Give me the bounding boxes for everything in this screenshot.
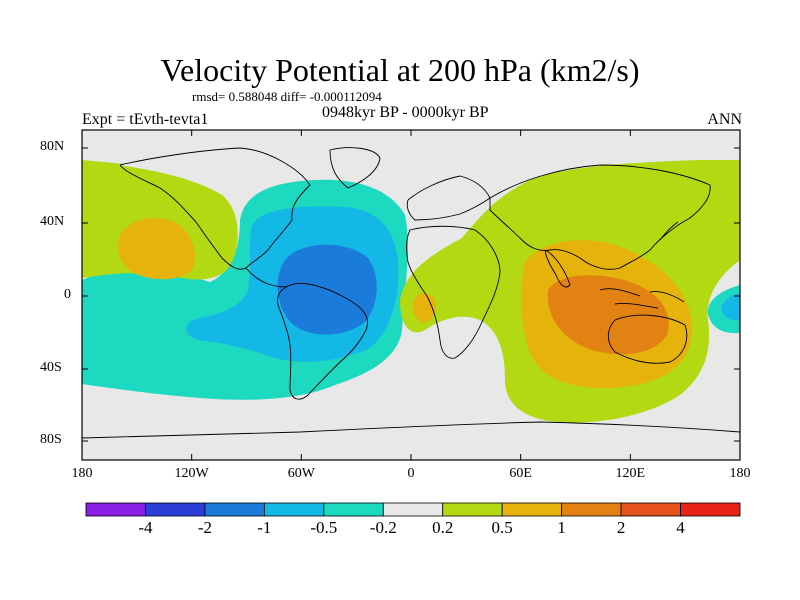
field-gold-region-west xyxy=(118,218,196,280)
colorbar-label: -0.5 xyxy=(310,518,338,537)
colorbar-label: -0.2 xyxy=(369,518,397,537)
coastline-central-america xyxy=(245,267,289,288)
longitude-label: 0 xyxy=(407,466,415,481)
colorbar-swatch xyxy=(204,502,265,517)
coastlines xyxy=(82,147,740,439)
season-label: ANN xyxy=(707,111,742,128)
longitude-label: 180 xyxy=(729,466,751,481)
coastline-greenland xyxy=(329,147,381,189)
latitude-label: 40N xyxy=(40,214,65,229)
plot-title: Velocity Potential at 200 hPa (km2/s) xyxy=(160,52,640,88)
colorbar-swatch xyxy=(382,502,444,517)
coastline-north-america xyxy=(119,147,311,270)
longitude-label: 60E xyxy=(509,466,532,481)
colorbar-swatch xyxy=(263,502,325,517)
field-cyan-edge xyxy=(721,293,740,321)
coastline-japan xyxy=(659,221,679,241)
colorbar-label: 0.5 xyxy=(491,518,513,537)
colorbar-label: -1 xyxy=(257,518,272,537)
colorbar-swatch xyxy=(323,502,384,517)
period-label: 0948kyr BP - 0000kyr BP xyxy=(322,104,489,121)
field-orange-region xyxy=(547,275,669,355)
coastline-europe xyxy=(406,175,491,221)
latitude-label: 0 xyxy=(64,287,71,302)
coastline-antarctica xyxy=(82,421,740,439)
map-field xyxy=(82,130,740,460)
colorbar-swatch xyxy=(561,502,622,517)
coastline-asia xyxy=(489,164,711,270)
colorbar-label: 0.2 xyxy=(432,518,454,537)
coastline-india xyxy=(544,249,571,288)
axis-ticks xyxy=(81,130,741,460)
coastline-africa xyxy=(406,225,501,359)
longitude-label: 120E xyxy=(615,466,646,481)
coastline-south-america xyxy=(277,283,368,400)
longitude-label: 180 xyxy=(71,466,93,481)
colorbar-swatch xyxy=(501,502,563,517)
field-lime-region-edge xyxy=(82,160,125,175)
latitude-label: 80S xyxy=(40,432,62,447)
longitude-label: 60W xyxy=(287,466,315,481)
latitude-label: 40S xyxy=(40,360,62,375)
colorbar-swatch xyxy=(680,502,741,517)
colorbar-swatch xyxy=(442,502,503,517)
colorbar-label: 2 xyxy=(616,518,626,537)
colorbar-swatch xyxy=(620,502,681,517)
colorbar-swatch xyxy=(145,502,206,517)
coastline-maritime-continent xyxy=(599,288,685,309)
experiment-label: Expt = tEvth-tevta1 xyxy=(82,111,209,128)
longitude-label: 120W xyxy=(174,466,209,481)
colorbar-label: 4 xyxy=(676,518,685,537)
colorbar xyxy=(85,502,741,517)
stats-line: rmsd= 0.588048 diff= -0.000112094 xyxy=(192,89,382,104)
colorbar-swatch xyxy=(85,502,146,517)
colorbar-label: -2 xyxy=(197,518,212,537)
colorbar-label: 1 xyxy=(557,518,566,537)
coastline-australia xyxy=(607,314,688,364)
field-gold-spot xyxy=(412,293,437,323)
colorbar-label: -4 xyxy=(138,518,153,537)
latitude-label: 80N xyxy=(40,139,65,154)
